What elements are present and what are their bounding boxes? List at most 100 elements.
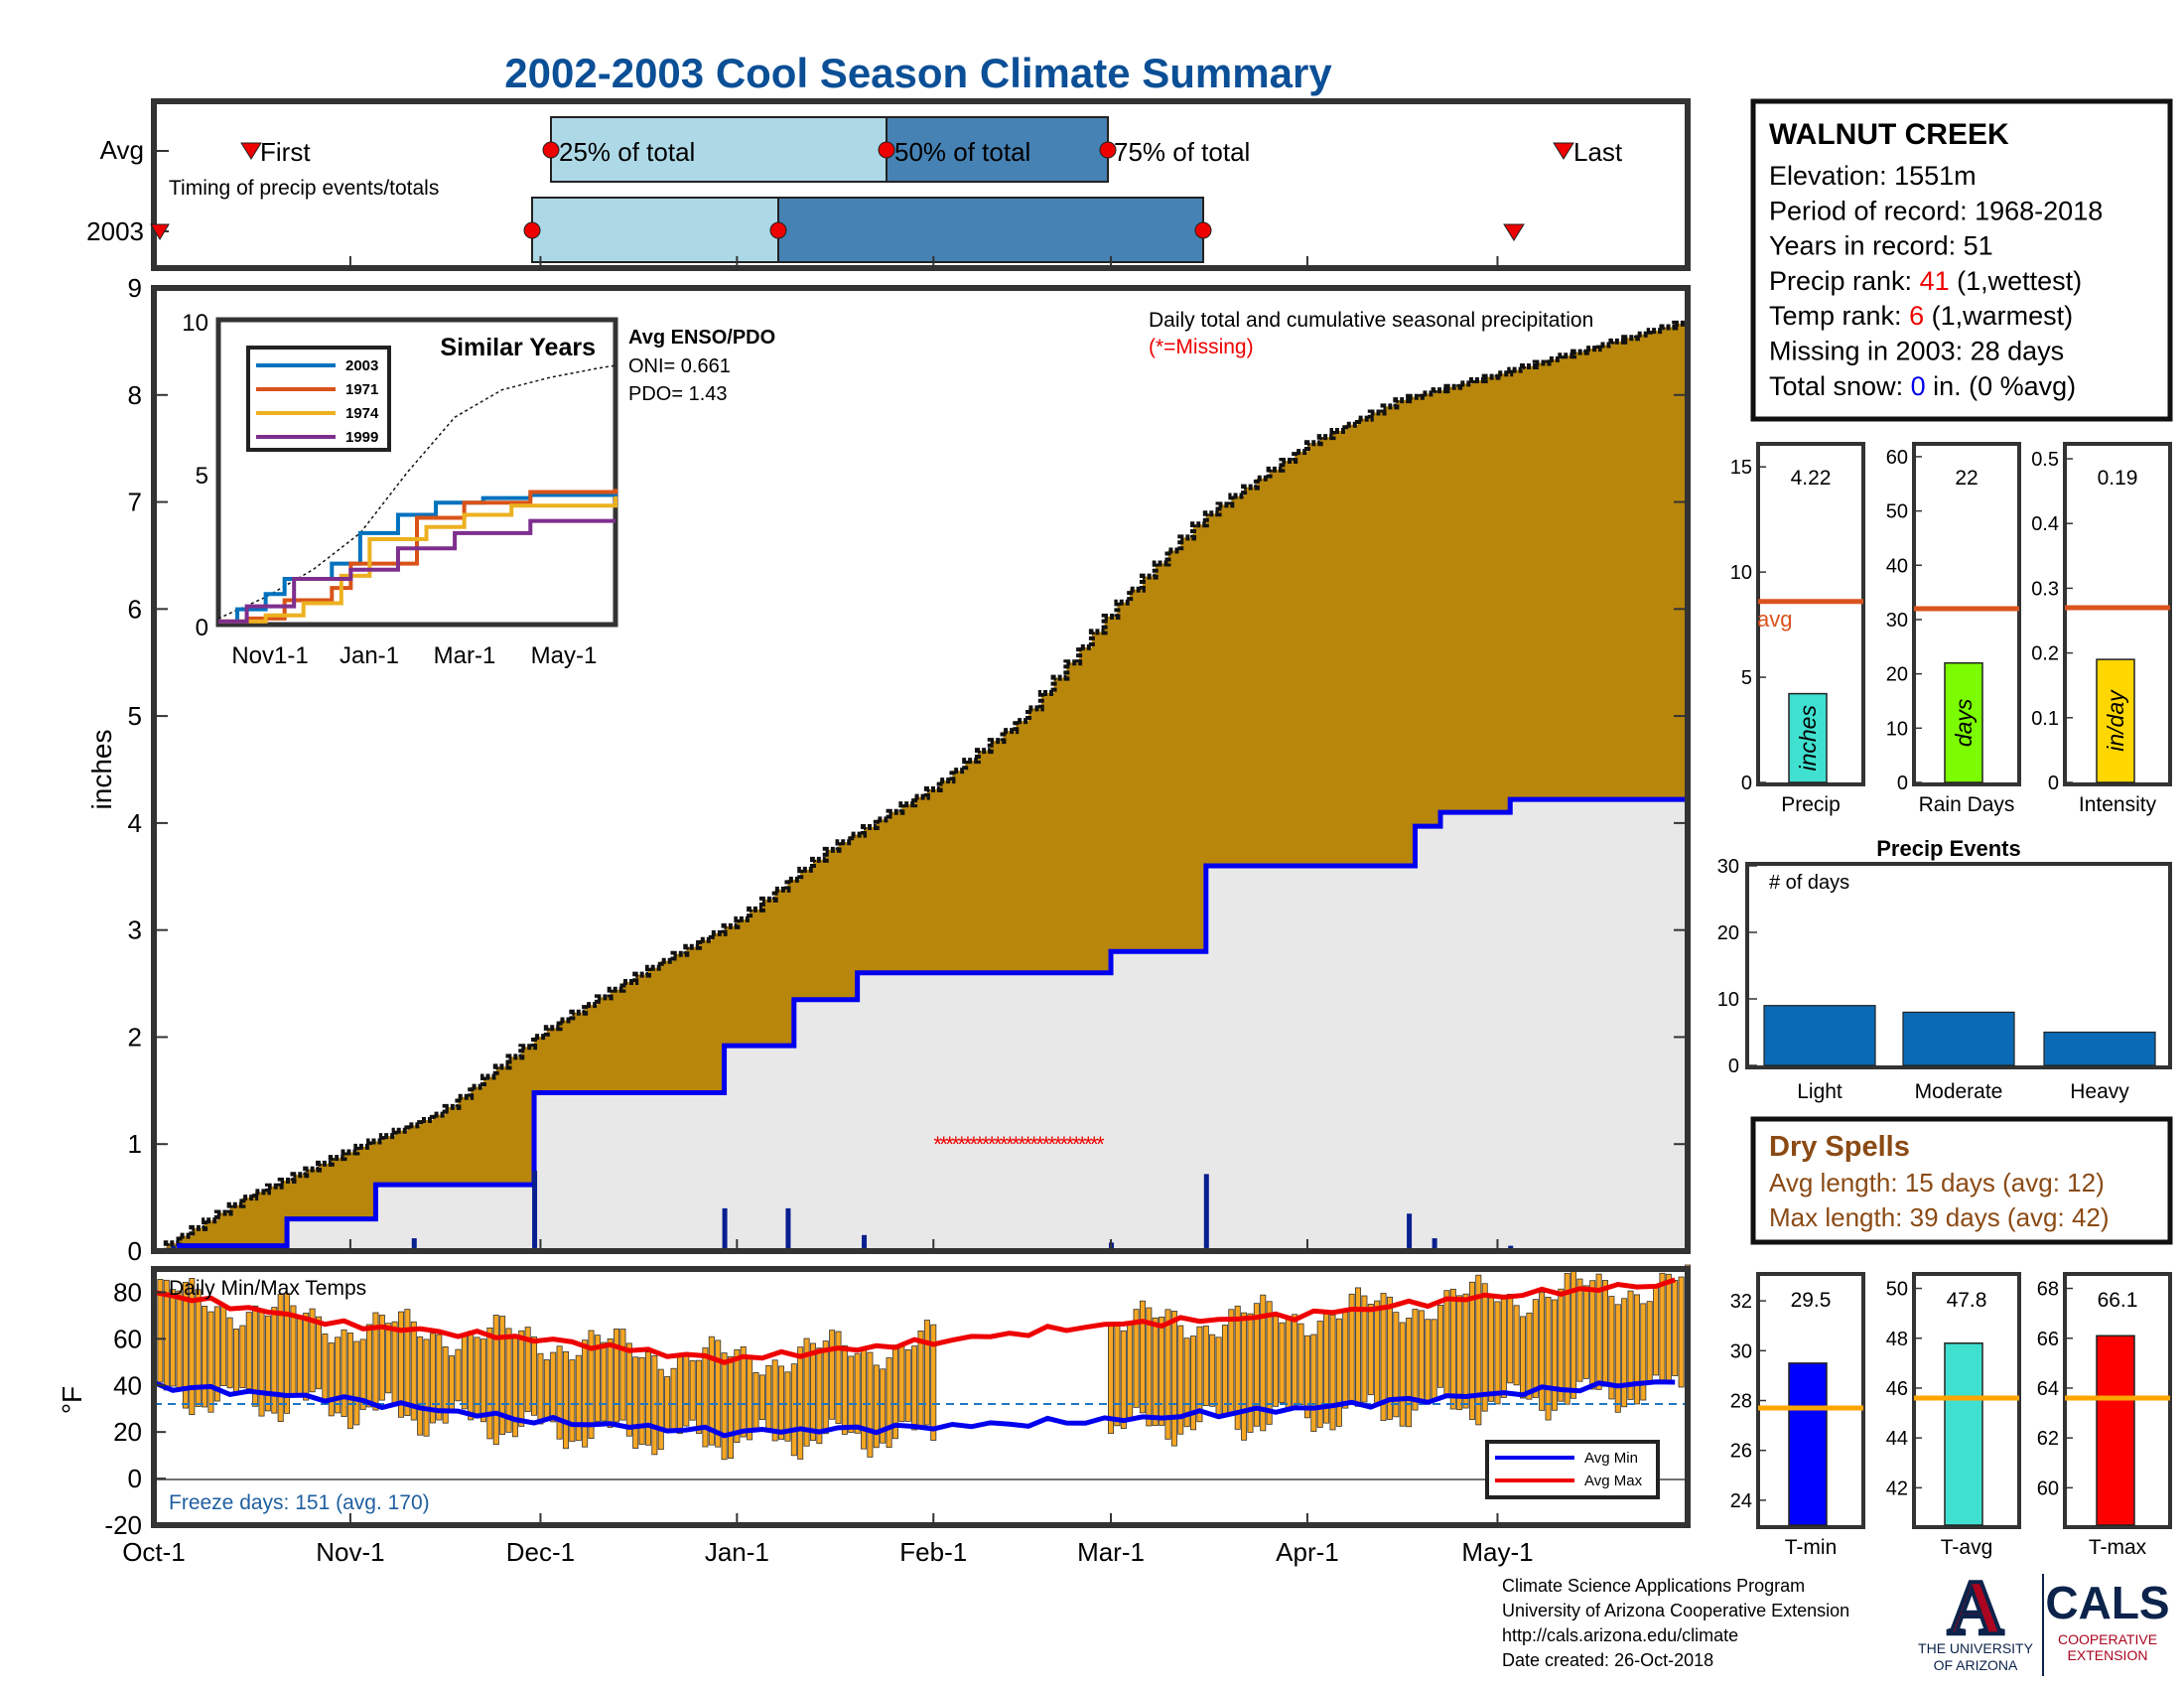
station-line-suffix: in. (0 %avg) <box>1926 371 2077 401</box>
daily-temp-bar <box>1653 1285 1660 1376</box>
daily-temp-bar <box>232 1329 239 1395</box>
daily-temp-bar <box>1329 1314 1336 1431</box>
daily-precip-bar <box>1203 1174 1209 1251</box>
daily-temp-bar <box>1507 1294 1514 1384</box>
tavg-chart: 47.8 T-avg 50 48 46 44 42 <box>1886 1272 2021 1559</box>
daily-temp-bar <box>1177 1325 1184 1435</box>
event-bar-heavy <box>2043 1031 2156 1066</box>
daily-temp-bar <box>1120 1330 1127 1430</box>
daily-temp-bar <box>873 1364 880 1449</box>
daily-temp-bar <box>264 1315 271 1412</box>
intensity-tick-label: 0.4 <box>2031 513 2059 535</box>
enso-pdo: PDO= 1.43 <box>628 383 728 405</box>
precip-y-axis: 15 10 5 0 <box>1730 457 1766 794</box>
temp-ytick-label: 80 <box>113 1277 142 1307</box>
daily-temp-bar <box>423 1338 430 1437</box>
daily-temp-bar <box>721 1352 728 1461</box>
intensity-bar <box>2096 658 2135 783</box>
daily-temp-bar <box>917 1331 924 1428</box>
daily-temp-bar <box>861 1346 868 1450</box>
daily-temp-bar <box>562 1350 569 1450</box>
daily-temp-bar <box>1342 1310 1349 1409</box>
daily-temp-bar <box>296 1315 303 1397</box>
daily-precip-bar <box>1407 1213 1413 1251</box>
daily-temp-bar <box>778 1365 785 1440</box>
daily-temp-bar <box>644 1351 651 1446</box>
tmax-bar <box>2096 1335 2135 1526</box>
daily-temp-bar <box>436 1334 443 1421</box>
main-ytick-label: 7 <box>128 488 142 517</box>
temp-ytick-label: 60 <box>113 1324 142 1353</box>
events-tick-label: 10 <box>1717 989 1739 1011</box>
daily-temp-bar <box>829 1330 836 1420</box>
date-tick-label: May-1 <box>1461 1537 1533 1567</box>
tmin-chart: 29.5 T-min 32 30 28 26 24 <box>1730 1272 1865 1559</box>
daily-temp-bar <box>1500 1295 1507 1398</box>
daily-precip-bar <box>785 1207 791 1251</box>
daily-temp-bar <box>835 1331 842 1424</box>
daily-temp-bar <box>271 1307 278 1414</box>
daily-temp-bar <box>1316 1321 1323 1428</box>
inset-title: Similar Years <box>440 334 596 361</box>
daily-temp-bar <box>1209 1334 1216 1407</box>
event-bar-light <box>1763 1005 1876 1066</box>
daily-temp-bar <box>410 1321 417 1421</box>
tmin-tick-label: 32 <box>1730 1291 1752 1313</box>
daily-temp-bar <box>657 1368 664 1451</box>
daily-temp-bar <box>404 1309 411 1416</box>
daily-temp-bar <box>1589 1280 1596 1390</box>
raindays-bar <box>1944 661 1983 783</box>
raindays-tick-label: 30 <box>1886 610 1908 632</box>
daily-temp-bar <box>1335 1318 1342 1427</box>
tavg-label: T-avg <box>1941 1536 1993 1559</box>
daily-temp-bar <box>1215 1336 1222 1418</box>
daily-temp-bar <box>1646 1301 1653 1383</box>
first-event-marker <box>240 142 262 160</box>
daily-temp-bar <box>531 1336 538 1416</box>
daily-temp-bar <box>727 1355 734 1460</box>
tavg-tick-label: 50 <box>1886 1279 1908 1301</box>
daily-temp-bar <box>486 1327 493 1440</box>
date-x-axis: Oct-1 Nov-1 Dec-1 Jan-1 Feb-1 Mar-1 Apr-1 May-1 <box>122 256 1534 1567</box>
daily-temp-bar <box>594 1335 601 1423</box>
cumulative-precip-line <box>154 320 1691 1254</box>
daily-temp-bar <box>816 1347 823 1445</box>
p75-avg-marker <box>1099 141 1117 159</box>
daily-temp-bar <box>366 1324 373 1408</box>
similar-years-inset: 10 5 0 Nov1-1 Jan-1 Mar-1 May-1 Similar … <box>182 310 775 669</box>
daily-temp-bar <box>696 1359 703 1434</box>
station-line-text: Elevation: 1551m <box>1769 161 1977 191</box>
daily-temp-bar <box>1418 1310 1425 1402</box>
daily-temp-bar <box>1564 1273 1570 1405</box>
daily-temp-bar <box>245 1312 252 1390</box>
temps-legend-box <box>1485 1440 1660 1499</box>
daily-temp-bar <box>315 1316 322 1390</box>
daily-temp-bar <box>765 1364 772 1429</box>
daily-temp-bar <box>1462 1293 1469 1409</box>
daily-temp-bar <box>771 1359 778 1442</box>
daily-temp-bar <box>417 1336 424 1436</box>
legend-label-avg-max: Avg Max <box>1584 1473 1643 1489</box>
daily-temp-bar <box>854 1352 861 1434</box>
daily-temp-bar <box>1633 1294 1640 1405</box>
daily-temp-bar <box>708 1336 715 1446</box>
station-line-text: Precip rank: <box>1769 266 1920 296</box>
tmin-y-axis: 32 30 28 26 24 <box>1730 1291 1766 1512</box>
tmax-y-axis: 68 66 64 62 60 <box>2037 1279 2073 1499</box>
enso-oni: ONI= 0.661 <box>628 355 731 377</box>
daily-temp-bar <box>601 1341 608 1422</box>
station-line: Period of record: 1968-2018 <box>1769 196 2103 225</box>
date-tick-label: Jan-1 <box>705 1537 769 1567</box>
daily-temp-bar <box>1659 1272 1666 1383</box>
daily-temp-bar <box>1539 1292 1546 1411</box>
daily-temp-bar <box>790 1363 797 1457</box>
daily-temp-bar <box>290 1305 297 1398</box>
date-tick-label: Apr-1 <box>1276 1537 1339 1567</box>
daily-temp-bar <box>1273 1316 1280 1407</box>
tavg-tick-label: 46 <box>1886 1378 1908 1400</box>
footer-line-3: http://cals.arizona.edu/climate <box>1502 1625 1738 1645</box>
daily-temp-bar <box>638 1356 645 1445</box>
daily-temp-bar <box>1481 1283 1488 1412</box>
inset-xtick-nov: Nov1-1 <box>231 642 308 669</box>
